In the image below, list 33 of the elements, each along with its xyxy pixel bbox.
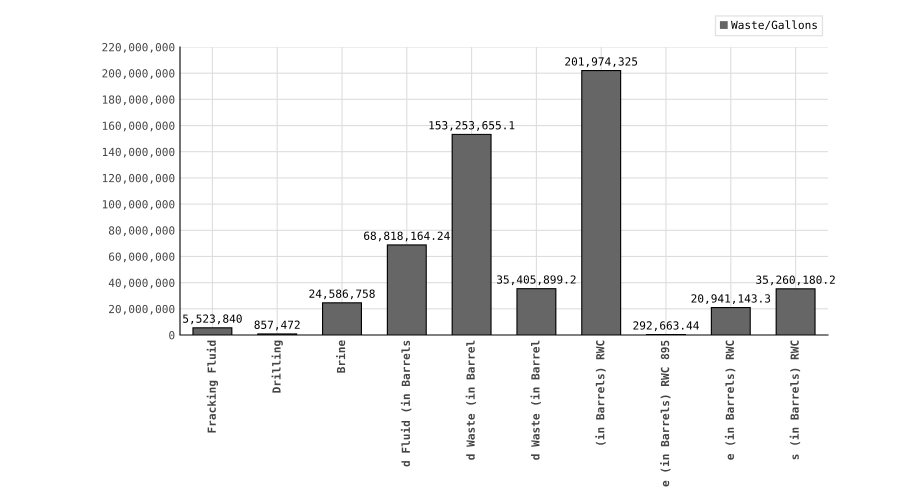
- x-tick-label: d Waste (in Barrel: [530, 340, 541, 460]
- legend-label: Waste/Gallons: [731, 20, 817, 30]
- x-tick-label: Brine: [336, 340, 346, 373]
- data-label: 201,974,325: [565, 57, 638, 68]
- data-label: 20,941,143.3: [691, 294, 770, 304]
- y-tick-label: 100,000,000: [102, 200, 174, 210]
- y-tick-label: 40,000,000: [108, 278, 174, 288]
- data-label: 68,818,164.24: [364, 232, 450, 242]
- y-tick-label: 160,000,000: [102, 122, 174, 132]
- x-tick-label: Fracking Fluid: [206, 340, 218, 433]
- x-tick-label: d Fluid (in Barrels: [400, 340, 412, 466]
- x-tick-label: (in Barrels) RWC: [595, 340, 606, 445]
- y-tick-label: 60,000,000: [108, 252, 174, 262]
- x-tick-label: e (in Barrels) RWC 895: [660, 340, 671, 487]
- y-tick-label: 140,000,000: [102, 148, 174, 158]
- y-tick-label: 200,000,000: [102, 69, 174, 79]
- data-label: 292,663.44: [633, 321, 699, 332]
- x-tick-label: d Waste (in Barrel: [466, 340, 476, 460]
- data-label: 5,523,840: [183, 314, 242, 324]
- data-label: 857,472: [254, 320, 300, 330]
- data-label: 153,253,655.1: [429, 121, 514, 131]
- x-tick-label: s (in Barrels) RWC: [790, 340, 800, 460]
- x-tick-label: e (in Barrels) RWC: [724, 340, 736, 460]
- y-tick-label: 20,000,000: [109, 304, 174, 315]
- x-tick-label: Drilling: [272, 340, 283, 393]
- y-tick-label: 0: [169, 331, 174, 340]
- y-tick-label: 180,000,000: [102, 95, 174, 106]
- data-label: 35,260,180.2: [756, 276, 835, 286]
- y-tick-label: 120,000,000: [102, 174, 174, 184]
- y-tick-label: 80,000,000: [108, 226, 174, 236]
- data-label: 24,586,758: [309, 289, 375, 300]
- y-tick-label: 220,000,000: [102, 43, 174, 53]
- data-label: 35,405,899.2: [497, 275, 576, 286]
